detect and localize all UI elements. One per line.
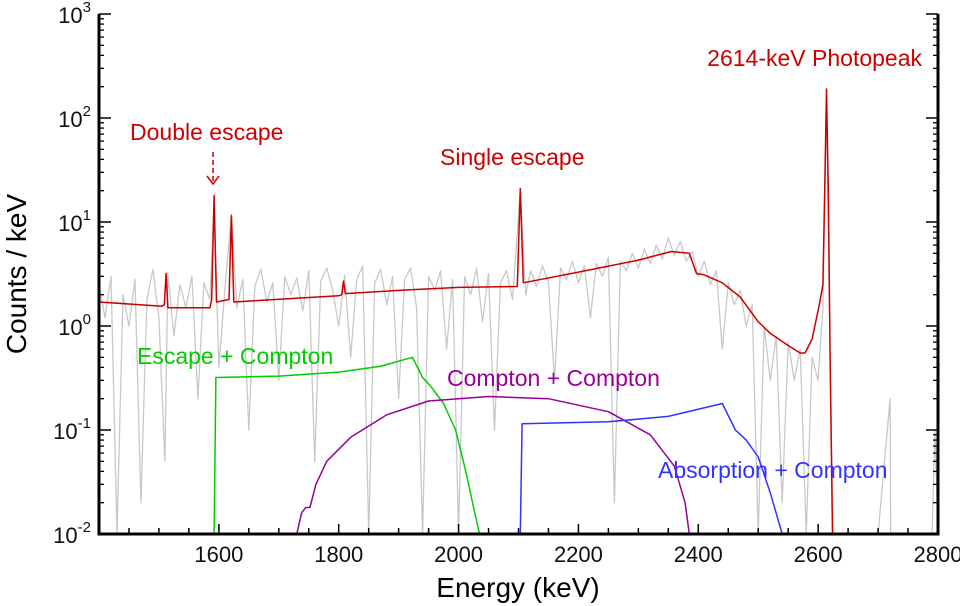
x-tick-label: 1600 [194,542,243,567]
series-absorption-compton [519,402,783,534]
axes-layer: 1600 1800 2000 2200 2400 2600 280010-210-11001… [53,0,960,567]
x-tick-label: 2600 [794,542,843,567]
annotation-double: Double escape [130,119,283,145]
x-tick-label: 2200 [554,542,603,567]
annotation-absorption-compton: Absorption + Compton [658,457,888,483]
annotation-escape-compton: Escape + Compton [137,343,333,369]
y-tick-exponent: -1 [78,415,91,432]
y-tick-base: 10 [58,107,82,132]
y-tick-base: 10 [53,523,77,548]
y-tick-exponent: -2 [78,519,91,536]
x-tick-label: 1800 [314,542,363,567]
y-tick-label: 10-2 [53,519,91,548]
y-tick-label: 102 [58,103,91,132]
series-compton-compton [296,395,691,534]
y-tick-label: 10-1 [53,415,91,444]
series-layer [99,88,938,534]
y-tick-exponent: 3 [83,0,91,16]
x-axis-title: Energy (keV) [436,572,599,603]
series-measured [99,99,938,534]
y-tick-base: 10 [58,3,82,28]
y-tick-base: 10 [53,419,77,444]
y-tick-exponent: 1 [83,207,91,224]
x-tick-label: 2800 [914,542,960,567]
series-model [99,88,834,534]
x-tick-label: 2400 [674,542,723,567]
y-axis-title: Counts / keV [1,194,32,355]
y-tick-base: 10 [58,315,82,340]
y-tick-label: 103 [58,0,91,28]
series-escape-compton [213,356,481,534]
y-tick-exponent: 0 [83,311,91,328]
x-tick-label: 2000 [434,542,483,567]
y-tick-base: 10 [58,211,82,236]
annotation-single: Single escape [440,144,585,170]
double-escape-arrow-head-icon [206,175,220,186]
y-tick-label: 101 [58,207,91,236]
y-tick-exponent: 2 [83,103,91,120]
annotations-layer: 2614-keV Photopeak Double escape Single es… [130,45,922,483]
annotation-compton-compton: Compton + Compton [447,365,660,391]
annotation-photopeak: 2614-keV Photopeak [707,45,922,71]
y-tick-label: 100 [58,311,91,340]
